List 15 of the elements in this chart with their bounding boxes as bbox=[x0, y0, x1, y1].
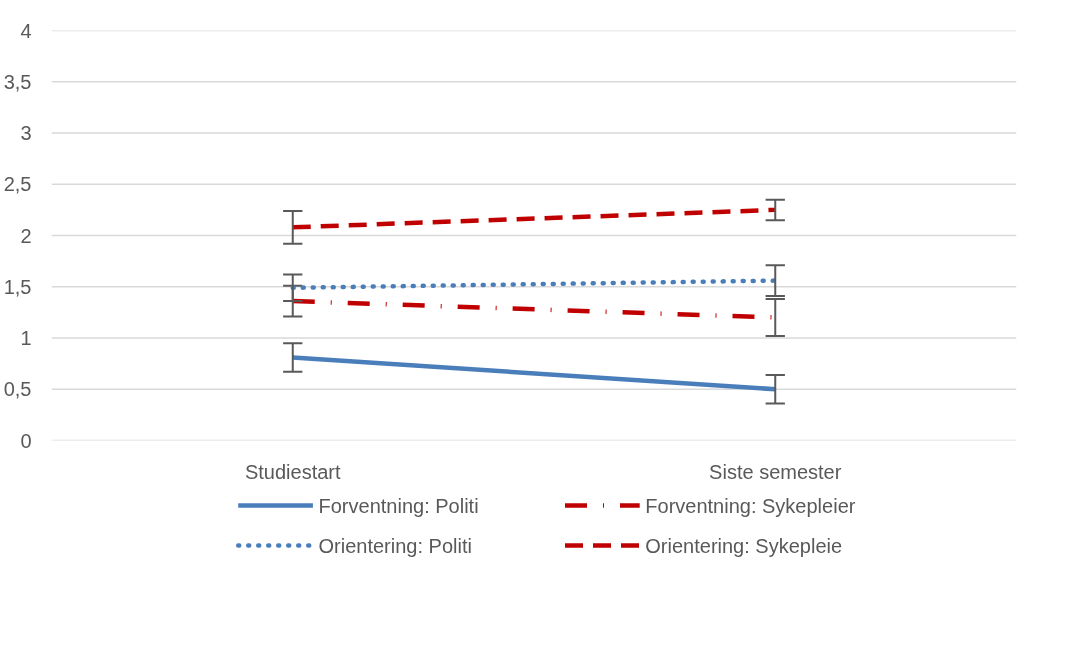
legend-label: Orientering: Politi bbox=[318, 534, 472, 557]
legend-label: Orientering: Sykepleie bbox=[645, 534, 843, 557]
y-tick-label: 1 bbox=[20, 327, 32, 349]
y-tick-label: 2 bbox=[20, 224, 32, 247]
x-tick-label: Siste semester bbox=[709, 460, 842, 483]
y-tick-label: 0,5 bbox=[3, 378, 32, 401]
legend-label: Forventning: Sykepleier bbox=[645, 494, 856, 517]
y-tick-label: 3,5 bbox=[3, 70, 32, 93]
y-tick-label: 2,5 bbox=[3, 173, 32, 196]
y-tick-label: 3 bbox=[20, 122, 32, 144]
y-tick-label: 4 bbox=[20, 19, 32, 42]
y-tick-label: 1,5 bbox=[3, 275, 32, 298]
legend-label: Forventning: Politi bbox=[318, 494, 479, 517]
x-tick-label: Studiestart bbox=[244, 460, 341, 483]
y-tick-label: 0 bbox=[20, 429, 32, 452]
